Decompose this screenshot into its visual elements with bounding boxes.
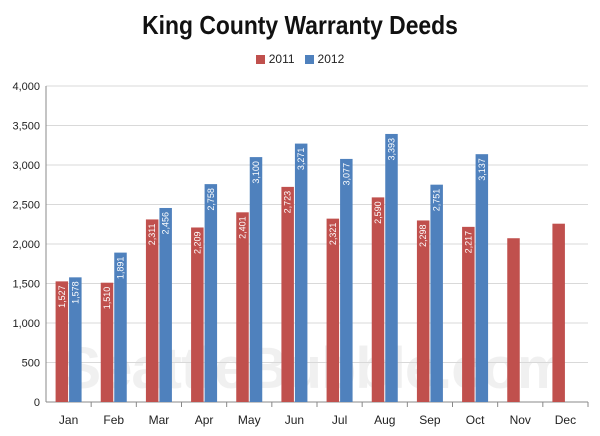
x-tick-label: Feb	[103, 413, 124, 427]
legend-item-2012: 2012	[304, 52, 345, 66]
x-tick-label: Apr	[195, 413, 214, 427]
bar-2012	[294, 143, 308, 402]
y-tick-label: 1,500	[12, 279, 40, 291]
y-tick-label: 500	[22, 358, 40, 370]
bar-2011	[371, 197, 385, 402]
bar-2012	[385, 133, 398, 402]
x-tick-label: Mar	[149, 413, 170, 427]
y-tick-label: 3,500	[12, 121, 40, 133]
data-label: 2,298	[418, 224, 428, 247]
bar-2012	[249, 157, 263, 402]
bar-2011	[326, 218, 340, 402]
data-label: 2,321	[328, 223, 338, 246]
data-label: 1,578	[70, 281, 80, 304]
data-label: 2,311	[147, 223, 157, 245]
bar-2012	[114, 252, 127, 402]
x-tick-label: Jan	[59, 413, 78, 427]
data-label: 2,758	[206, 188, 216, 211]
data-label: 2,751	[432, 189, 442, 212]
bar-2011	[507, 238, 520, 402]
legend-swatch-2011	[255, 54, 265, 64]
bar-2012	[430, 184, 443, 402]
legend: 2011 2012	[0, 52, 600, 66]
y-tick-label: 3,000	[12, 160, 40, 172]
x-tick-label: Sep	[419, 413, 441, 427]
data-label: 3,100	[251, 161, 261, 184]
data-label: 2,401	[238, 216, 248, 239]
y-tick-label: 0	[34, 397, 40, 409]
x-tick-label: Nov	[510, 413, 531, 427]
x-tick-label: Oct	[466, 413, 485, 427]
bar-2012	[69, 277, 82, 402]
y-tick-label: 2,500	[12, 200, 40, 212]
data-label: 2,590	[373, 201, 383, 224]
bar-2012	[159, 207, 172, 402]
y-tick-label: 1,000	[12, 318, 40, 330]
bar-2012	[340, 158, 353, 402]
bar-2011	[236, 212, 249, 402]
data-label: 3,137	[477, 158, 487, 181]
bar-2012	[204, 184, 218, 402]
x-tick-label: Aug	[374, 413, 395, 427]
legend-item-2011: 2011	[255, 52, 295, 66]
data-label: 3,271	[296, 148, 306, 171]
bar-2011	[281, 186, 294, 402]
data-label: 2,723	[283, 191, 293, 214]
data-label: 3,393	[387, 138, 397, 161]
x-tick-label: Jul	[332, 413, 347, 427]
x-tick-label: May	[238, 413, 261, 427]
legend-swatch-2012	[304, 54, 314, 64]
data-label: 2,209	[192, 231, 202, 254]
bar-2011	[55, 281, 69, 402]
data-label: 2,217	[463, 231, 473, 254]
y-tick-label: 4,000	[12, 81, 40, 93]
bar-2011	[191, 227, 204, 402]
x-tick-label: Jun	[285, 413, 304, 427]
data-label: 1,891	[116, 257, 126, 280]
bar-2011	[145, 219, 159, 402]
x-tick-label: Dec	[555, 413, 576, 427]
y-tick-label: 2,000	[12, 239, 40, 251]
bar-2011	[462, 226, 475, 402]
legend-label-2011: 2011	[268, 52, 295, 66]
data-label: 2,456	[161, 212, 171, 235]
data-label: 1,510	[102, 287, 112, 310]
bar-2012	[475, 154, 489, 402]
data-label: 1,527	[57, 285, 67, 308]
data-label: 3,077	[341, 163, 351, 186]
bar-2011	[100, 282, 114, 402]
legend-label-2012: 2012	[317, 52, 345, 66]
chart-title: King County Warranty Deeds	[142, 10, 458, 40]
bar-2011	[416, 220, 430, 402]
bar-2011	[552, 223, 565, 402]
